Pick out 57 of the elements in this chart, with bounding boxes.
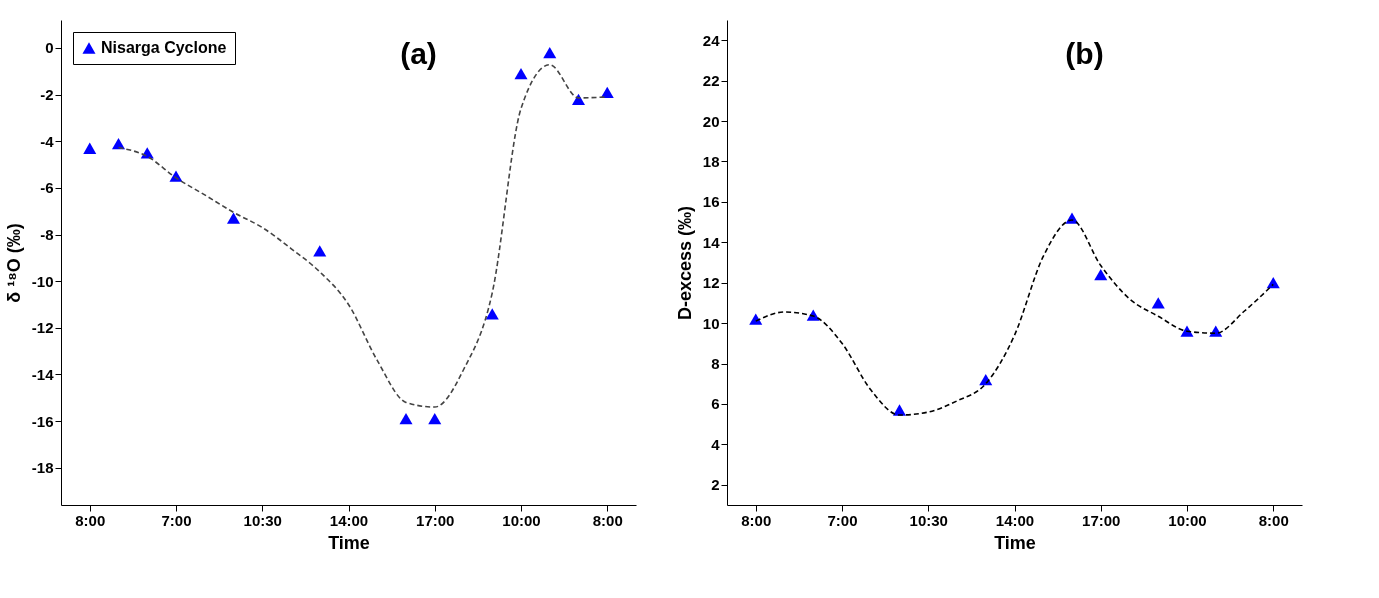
y-tick-label: -8	[40, 226, 54, 244]
point	[1094, 268, 1108, 281]
y-tick-label: 8	[711, 355, 720, 373]
point	[600, 86, 614, 98]
x-tick-label: 10:00	[1168, 511, 1207, 529]
point	[83, 142, 97, 154]
point	[543, 47, 557, 59]
point	[514, 67, 528, 80]
x-tick-label: 14:00	[329, 511, 369, 529]
y-tick-label: -4	[40, 132, 55, 150]
text: (b)	[1065, 37, 1104, 70]
y-tick-label: 6	[711, 395, 720, 413]
y-tick-label: 0	[45, 39, 54, 57]
y-tick-label: -12	[31, 319, 54, 337]
x-tick-label: 17:00	[1082, 511, 1121, 529]
y-tick-label: -6	[40, 179, 54, 197]
y-tick-label: 2	[711, 476, 720, 494]
point	[428, 413, 442, 425]
y-axis-title: δ ¹⁸O (‰)	[3, 223, 24, 303]
y-tick-label: 10	[702, 314, 720, 332]
y-tick-label: 20	[702, 112, 720, 130]
x-tick-label: 17:00	[416, 511, 455, 529]
x-tick-label: 8:00	[592, 511, 623, 529]
x-axis-title: Time	[328, 532, 370, 553]
y-tick-label: 4	[711, 435, 721, 453]
y-tick-label: 24	[702, 31, 721, 49]
x-tick-label: 10:30	[909, 511, 948, 529]
y-tick-label: -16	[31, 412, 54, 430]
x-tick-label: 8:00	[75, 511, 106, 529]
y-tick-label: 14	[702, 233, 721, 251]
x-tick-label: 14:00	[995, 511, 1035, 529]
point	[1266, 277, 1280, 289]
text: (a)	[400, 37, 437, 70]
point	[749, 313, 763, 325]
x-tick-label: 7:00	[827, 511, 858, 529]
y-tick-label: 16	[702, 193, 720, 211]
point	[1180, 325, 1194, 337]
x-tick-label: 8:00	[741, 511, 772, 529]
y-axis-title: D-excess (‰)	[674, 205, 695, 321]
y-tick-label: 22	[702, 72, 720, 90]
x-tick-label: 10:00	[502, 511, 541, 529]
legend-label: Nisarga Cyclone	[101, 39, 227, 56]
x-tick-label: 7:00	[161, 511, 192, 529]
point	[226, 212, 241, 224]
x-tick-label: 10:30	[243, 511, 282, 529]
y-tick-label: -2	[40, 86, 54, 104]
y-tick-label: -10	[31, 272, 54, 290]
point	[1151, 297, 1165, 309]
y-tick-label: -14	[31, 365, 55, 383]
y-tick-label: 12	[702, 274, 720, 292]
x-axis-title: Time	[994, 532, 1036, 553]
y-tick-label: -18	[31, 459, 54, 477]
y-tick-label: 18	[702, 152, 720, 170]
x-tick-label: 8:00	[1258, 511, 1289, 529]
point	[313, 245, 327, 257]
point	[399, 413, 413, 425]
point	[485, 308, 499, 320]
